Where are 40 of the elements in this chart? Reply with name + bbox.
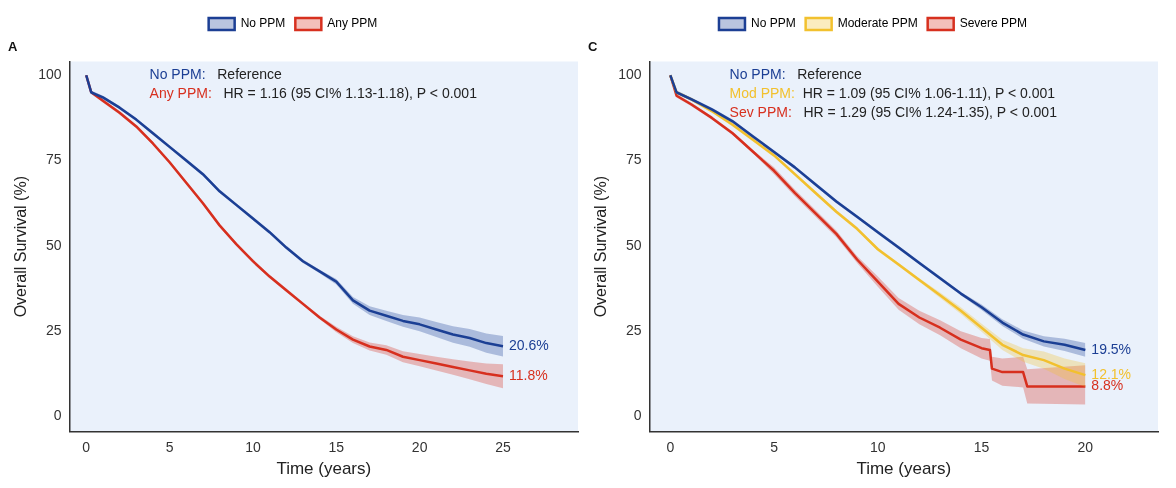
y-tick-label: 25	[45, 322, 62, 339]
y-tick-label: 0	[633, 407, 642, 424]
x-axis-title: Time (years)	[276, 459, 372, 479]
annotation: No PPM: Reference	[729, 66, 863, 83]
chart-title: A	[8, 39, 18, 55]
y-axis-title: Overall Survival (%)	[12, 176, 30, 318]
x-tick-label: 15	[328, 439, 345, 456]
legend-label: Moderate PPM	[837, 16, 918, 31]
legend-label: Any PPM	[327, 16, 378, 31]
annotation: Any PPM: HR = 1.16 (95 CI% 1.13-1.18), P < 0.001	[149, 85, 478, 102]
x-tick-label: 15	[973, 439, 990, 456]
x-tick-label: 10	[870, 439, 886, 456]
x-tick-label: 20	[1077, 439, 1094, 456]
data-label: 11.8%	[508, 367, 548, 384]
y-tick-label: 50	[45, 236, 62, 253]
x-tick-label: 0	[666, 439, 675, 456]
y-tick-label: 25	[625, 322, 642, 339]
data-label: 19.5%	[1091, 340, 1132, 357]
data-label: 20.6%	[508, 337, 549, 354]
x-tick-label: 10	[245, 439, 261, 456]
annotation: Mod PPM: HR = 1.09 (95 CI% 1.06-1.11), P < 0.001	[729, 85, 1056, 102]
x-tick-label: 20	[411, 439, 428, 456]
legend-label: No PPM	[750, 16, 796, 31]
y-tick-label: 0	[53, 407, 62, 424]
x-axis-title: Time (years)	[856, 459, 952, 479]
x-tick-label: 25	[495, 439, 511, 456]
legend-label: Severe PPM	[959, 16, 1028, 31]
x-tick-label: 5	[770, 439, 779, 456]
y-tick-label: 75	[45, 151, 62, 168]
x-tick-label: 0	[82, 439, 91, 456]
y-tick-label: 50	[625, 236, 642, 253]
y-tick-label: 100	[38, 66, 62, 83]
y-tick-label: 100	[618, 66, 642, 83]
y-axis-title: Overall Survival (%)	[592, 176, 610, 318]
legend-label: No PPM	[240, 16, 286, 31]
chart-title: C	[588, 39, 598, 55]
annotation: Sev PPM: HR = 1.29 (95 CI% 1.24-1.35), P < 0.001	[729, 104, 1058, 121]
annotation: No PPM: Reference	[149, 66, 283, 83]
x-tick-label: 5	[165, 439, 174, 456]
y-tick-label: 75	[625, 151, 642, 168]
